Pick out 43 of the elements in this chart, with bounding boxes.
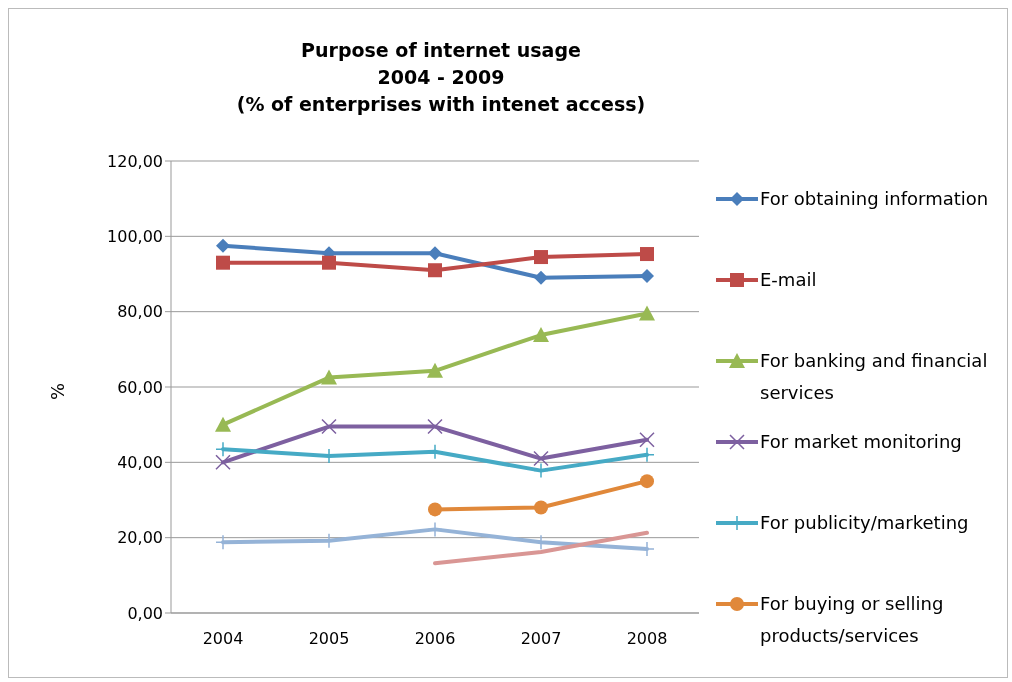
- y-tick-label: 80,00: [117, 302, 163, 322]
- point: [216, 255, 230, 270]
- legend-label: For obtaining information: [760, 187, 989, 211]
- point: [534, 250, 548, 265]
- chart-title: Purpose of internet usage 2004 - 2009 (% of enterprises with intenet access): [235, 38, 647, 117]
- y-tick-label: 60,00: [117, 377, 163, 397]
- y-tick-label: 0,00: [127, 603, 163, 623]
- point: [534, 270, 548, 285]
- point: [533, 327, 549, 343]
- legend-label: E-mail: [760, 268, 817, 292]
- y-axis-title: %: [47, 382, 69, 401]
- x-tick-label: 2006: [414, 629, 456, 649]
- point: [640, 474, 654, 489]
- legend-label: For banking and financial services: [760, 349, 989, 405]
- point: [322, 255, 336, 270]
- point: [427, 362, 443, 378]
- point: [533, 450, 549, 467]
- legend-label: For market monitoring: [760, 430, 962, 454]
- x-tick-label: 2004: [202, 629, 244, 649]
- y-tick-label: 100,00: [107, 227, 163, 247]
- x-tick-label: 2007: [520, 629, 562, 649]
- point: [534, 500, 548, 515]
- x-tick-label: 2008: [626, 629, 668, 649]
- y-tick-label: 40,00: [117, 453, 163, 473]
- point: [533, 462, 549, 479]
- point: [216, 238, 230, 253]
- point: [215, 454, 231, 471]
- point: [427, 418, 443, 435]
- point: [215, 416, 231, 432]
- legend-label: For buying or selling products/services: [760, 592, 945, 648]
- point: [639, 431, 655, 448]
- point: [640, 268, 654, 283]
- x-tick-label: 2005: [308, 629, 350, 649]
- point: [639, 305, 655, 321]
- legend-label: For publicity/marketing: [760, 511, 969, 535]
- point: [321, 418, 337, 435]
- y-tick-label: 20,00: [117, 528, 163, 548]
- point: [640, 247, 654, 262]
- point: [428, 263, 442, 278]
- point: [428, 246, 442, 261]
- y-tick-label: 120,00: [107, 151, 163, 171]
- point: [321, 369, 337, 385]
- point: [428, 502, 442, 517]
